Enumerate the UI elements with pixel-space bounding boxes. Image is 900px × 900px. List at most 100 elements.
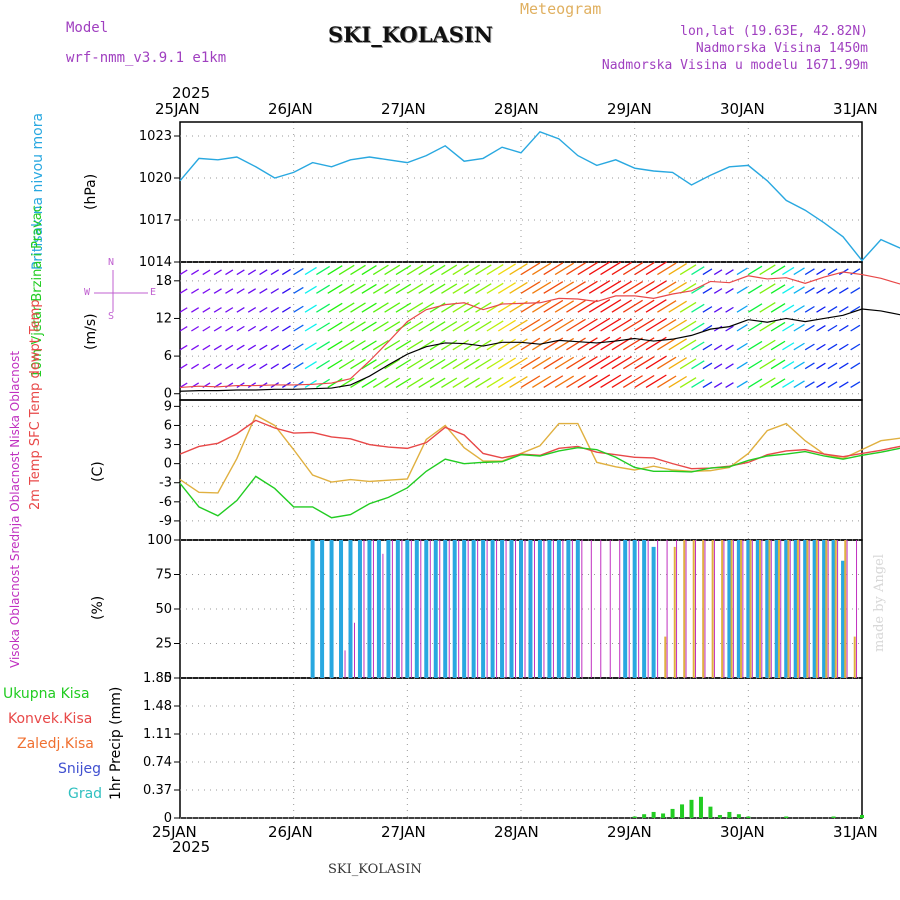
wind-barb <box>736 342 748 351</box>
wind-barb <box>486 301 504 313</box>
wind-barb <box>759 302 776 313</box>
wind-barb <box>406 377 424 389</box>
precip-ytick-label: 0.37 <box>143 783 172 798</box>
wind-barb <box>281 325 291 332</box>
wind-barb <box>747 322 763 332</box>
wind-barb <box>816 381 826 389</box>
wind-barb <box>191 307 200 313</box>
wind-barb <box>566 281 586 294</box>
wind-barb <box>236 269 245 276</box>
cloud-ytick-label: 75 <box>155 568 172 583</box>
wind-barb <box>225 344 234 351</box>
wind-barb <box>702 287 713 294</box>
wind-barb <box>634 374 655 389</box>
wind-barb <box>770 284 786 294</box>
wind-barb <box>259 288 268 294</box>
wind-ytick-label: 18 <box>155 274 172 289</box>
wind-barb <box>406 339 424 351</box>
wind-barb <box>827 343 838 351</box>
wind-barb <box>225 288 234 294</box>
wind-barb <box>361 302 377 313</box>
wind-barb <box>747 303 763 313</box>
wind-barb <box>384 302 401 313</box>
wind-barb <box>441 320 458 332</box>
wind-barb <box>384 321 401 332</box>
wind-barb <box>452 320 469 332</box>
wind-barb <box>566 318 586 332</box>
wind-barb <box>850 287 861 294</box>
wind-barb <box>191 325 200 332</box>
wind-barb <box>338 264 355 276</box>
wind-barb <box>395 283 412 294</box>
wind-barb <box>577 318 598 332</box>
temperature-ytick-label: -6 <box>159 495 172 510</box>
wind-barb <box>600 261 622 276</box>
wind-barb <box>497 338 516 351</box>
wind-barb <box>577 280 598 294</box>
bottom-year-label: 2025 <box>172 838 211 856</box>
wind-barb <box>543 337 564 351</box>
wind-barb <box>225 307 234 313</box>
wind-barb <box>691 322 705 332</box>
wind-barb <box>588 280 611 294</box>
wind-barb <box>213 344 222 351</box>
wind-barb <box>736 267 748 276</box>
wind-barb <box>702 306 713 313</box>
wind-barb <box>452 339 469 351</box>
wind-barb <box>838 306 849 313</box>
wind-barb <box>406 358 424 370</box>
wind-barb <box>236 325 245 332</box>
wind-barb <box>281 306 291 313</box>
wind-barb <box>804 287 815 294</box>
wind-barb <box>543 281 564 294</box>
wind-barb <box>838 362 849 370</box>
top-date-3: 28JAN <box>494 100 539 118</box>
wind-barb <box>281 268 291 276</box>
wind-barb <box>304 323 317 332</box>
top-date-0: 25JAN <box>155 100 200 118</box>
wind-barb <box>406 283 424 294</box>
wind-barb <box>759 377 776 389</box>
wind-barb <box>270 288 280 294</box>
temperature-ytick-label: 3 <box>164 438 172 453</box>
wind-barb <box>566 262 586 276</box>
model-altitude-label: Nadmorska Visina u modelu 1671.99m <box>601 58 868 73</box>
wind-barb <box>225 325 234 332</box>
wind-barb <box>747 359 763 370</box>
wind-barb <box>782 323 795 332</box>
wind-barb <box>782 342 795 351</box>
wind-barb <box>713 288 723 294</box>
altitude-label: Nadmorska Visina 1450m <box>695 41 868 56</box>
legend-snijeg: Snijeg <box>58 761 102 777</box>
lonlat-label: lon,lat (19.63E, 42.82N) <box>680 24 868 39</box>
wind-barb <box>600 317 622 332</box>
pressure-ytick-label: 1017 <box>139 213 172 228</box>
wind-barb <box>281 344 291 351</box>
wind-barb <box>782 285 795 294</box>
wind-barb <box>225 269 234 276</box>
wind-barb <box>600 280 622 294</box>
wind-barb <box>281 287 291 294</box>
wind-barb <box>247 344 257 351</box>
wind-barb <box>838 324 849 332</box>
wind-barb <box>850 343 861 351</box>
wind-barb <box>657 375 677 389</box>
wind-barb <box>361 321 377 332</box>
wind-barb <box>577 337 598 351</box>
wind-barb <box>713 382 723 389</box>
wind-barb <box>486 358 504 370</box>
wind-barb <box>793 305 805 313</box>
wind-barb <box>327 302 343 313</box>
wind-barb <box>793 267 805 276</box>
top-year-label: 2025 <box>172 84 211 102</box>
pressure-ytick-label: 1014 <box>139 255 172 270</box>
bottom-date-1: 26JAN <box>268 823 313 841</box>
wind-barb <box>634 299 655 313</box>
wind-barb <box>622 262 643 276</box>
precip-ytick-label: 1.11 <box>143 727 172 742</box>
wind-barb <box>202 363 211 370</box>
wind-barb <box>316 322 331 332</box>
wind-barb <box>600 336 622 351</box>
wind-barb <box>611 374 632 389</box>
wind-barb <box>520 356 541 370</box>
